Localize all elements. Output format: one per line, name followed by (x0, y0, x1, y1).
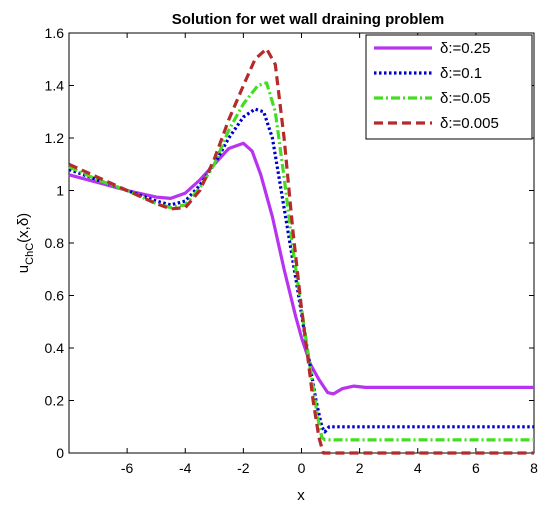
x-axis-label: x (297, 487, 305, 504)
series-line-1 (68, 141, 534, 396)
series-line-4 (68, 47, 534, 455)
chart-title: Solution for wet wall draining problem (172, 11, 445, 28)
legend-label-2: δ:=0.1 (440, 65, 482, 82)
x-tick-labels: -6 -4 -2 0 2 4 6 8 (121, 460, 538, 476)
y-axis-label: uChC(x,δ) (15, 213, 36, 273)
y-tick-label: 1 (56, 183, 64, 199)
y-tick-label: 0.4 (45, 340, 65, 356)
y-tick-label: 1.4 (45, 78, 65, 94)
legend: δ:=0.25 δ:=0.1 δ:=0.05 δ:=0.005 (365, 34, 533, 140)
x-tick-label: 8 (530, 460, 538, 476)
legend-label-1: δ:=0.25 (440, 40, 490, 57)
series-layer (68, 47, 534, 455)
x-tick-label: 4 (414, 460, 422, 476)
legend-label-3: δ:=0.05 (440, 90, 490, 107)
y-tick-label: 1.2 (45, 130, 65, 146)
x-tick-label: -4 (179, 460, 192, 476)
x-tick-label: -2 (237, 460, 250, 476)
series-line-2 (68, 107, 534, 434)
x-tick-label: 6 (472, 460, 480, 476)
y-axis-label-main: u (15, 265, 32, 273)
series-line-3 (68, 81, 534, 442)
y-tick-label: 0.6 (45, 288, 65, 304)
legend-label-4: δ:=0.005 (440, 115, 499, 132)
x-tick-label: -6 (121, 460, 134, 476)
y-tick-label: 0.2 (45, 393, 65, 409)
x-tick-label: 0 (298, 460, 306, 476)
y-tick-label: 0.8 (45, 235, 65, 251)
y-axis-label-sub: ChC (24, 243, 36, 265)
y-tick-label: 1.6 (45, 25, 65, 41)
y-tick-labels: 0 0.2 0.4 0.6 0.8 1 1.2 1.4 1.6 (45, 25, 65, 461)
y-axis-label-tail: (x,δ) (15, 213, 32, 243)
y-tick-label: 0 (56, 445, 64, 461)
x-tick-label: 2 (356, 460, 364, 476)
